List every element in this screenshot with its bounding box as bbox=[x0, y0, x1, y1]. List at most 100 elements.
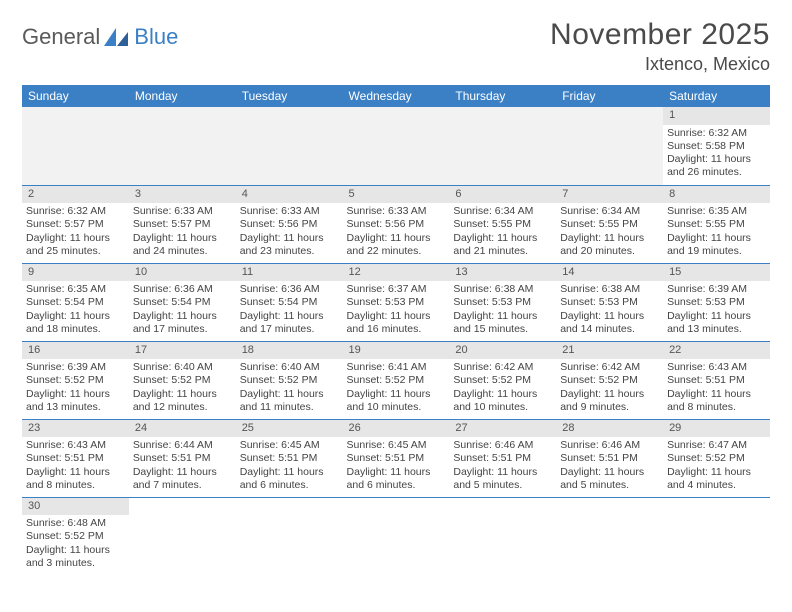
day-number: 24 bbox=[129, 420, 236, 438]
calendar-day-cell: 11Sunrise: 6:36 AMSunset: 5:54 PMDayligh… bbox=[236, 263, 343, 341]
daylight-text: Daylight: 11 hours and 13 minutes. bbox=[26, 388, 125, 414]
sunrise-text: Sunrise: 6:35 AM bbox=[26, 283, 125, 296]
daylight-text: Daylight: 11 hours and 8 minutes. bbox=[667, 388, 766, 414]
calendar-day-cell: 2Sunrise: 6:32 AMSunset: 5:57 PMDaylight… bbox=[22, 185, 129, 263]
calendar-day-cell bbox=[343, 107, 450, 185]
sunset-text: Sunset: 5:55 PM bbox=[453, 218, 552, 231]
daylight-text: Daylight: 11 hours and 19 minutes. bbox=[667, 232, 766, 258]
sunrise-text: Sunrise: 6:45 AM bbox=[240, 439, 339, 452]
day-details: Sunrise: 6:33 AMSunset: 5:57 PMDaylight:… bbox=[129, 203, 236, 262]
calendar-day-cell bbox=[22, 107, 129, 185]
sunrise-text: Sunrise: 6:48 AM bbox=[26, 517, 125, 530]
sunrise-text: Sunrise: 6:42 AM bbox=[453, 361, 552, 374]
daylight-text: Daylight: 11 hours and 23 minutes. bbox=[240, 232, 339, 258]
sunset-text: Sunset: 5:52 PM bbox=[240, 374, 339, 387]
day-number: 12 bbox=[343, 264, 450, 282]
calendar-day-cell bbox=[236, 107, 343, 185]
day-details: Sunrise: 6:34 AMSunset: 5:55 PMDaylight:… bbox=[449, 203, 556, 262]
sunset-text: Sunset: 5:51 PM bbox=[240, 452, 339, 465]
calendar-week-row: 1Sunrise: 6:32 AMSunset: 5:58 PMDaylight… bbox=[22, 107, 770, 185]
day-number: 21 bbox=[556, 342, 663, 360]
sunset-text: Sunset: 5:54 PM bbox=[133, 296, 232, 309]
sunrise-text: Sunrise: 6:36 AM bbox=[133, 283, 232, 296]
sunset-text: Sunset: 5:56 PM bbox=[240, 218, 339, 231]
calendar-week-row: 2Sunrise: 6:32 AMSunset: 5:57 PMDaylight… bbox=[22, 185, 770, 263]
day-details: Sunrise: 6:34 AMSunset: 5:55 PMDaylight:… bbox=[556, 203, 663, 262]
calendar-day-cell: 14Sunrise: 6:38 AMSunset: 5:53 PMDayligh… bbox=[556, 263, 663, 341]
calendar-day-cell: 24Sunrise: 6:44 AMSunset: 5:51 PMDayligh… bbox=[129, 419, 236, 497]
day-number: 2 bbox=[22, 186, 129, 204]
sunset-text: Sunset: 5:57 PM bbox=[133, 218, 232, 231]
sunrise-text: Sunrise: 6:33 AM bbox=[133, 205, 232, 218]
daylight-text: Daylight: 11 hours and 22 minutes. bbox=[347, 232, 446, 258]
day-details: Sunrise: 6:33 AMSunset: 5:56 PMDaylight:… bbox=[343, 203, 450, 262]
day-number: 4 bbox=[236, 186, 343, 204]
calendar-day-cell: 1Sunrise: 6:32 AMSunset: 5:58 PMDaylight… bbox=[663, 107, 770, 185]
calendar-day-cell bbox=[556, 497, 663, 575]
calendar-day-cell: 23Sunrise: 6:43 AMSunset: 5:51 PMDayligh… bbox=[22, 419, 129, 497]
day-details: Sunrise: 6:37 AMSunset: 5:53 PMDaylight:… bbox=[343, 281, 450, 340]
sunset-text: Sunset: 5:51 PM bbox=[667, 374, 766, 387]
sunrise-text: Sunrise: 6:40 AM bbox=[240, 361, 339, 374]
day-number: 28 bbox=[556, 420, 663, 438]
daylight-text: Daylight: 11 hours and 4 minutes. bbox=[667, 466, 766, 492]
day-number: 5 bbox=[343, 186, 450, 204]
calendar-day-cell: 27Sunrise: 6:46 AMSunset: 5:51 PMDayligh… bbox=[449, 419, 556, 497]
brand-part1: General bbox=[22, 24, 100, 50]
day-details: Sunrise: 6:38 AMSunset: 5:53 PMDaylight:… bbox=[449, 281, 556, 340]
daylight-text: Daylight: 11 hours and 26 minutes. bbox=[667, 153, 766, 179]
day-number: 17 bbox=[129, 342, 236, 360]
daylight-text: Daylight: 11 hours and 14 minutes. bbox=[560, 310, 659, 336]
day-number: 29 bbox=[663, 420, 770, 438]
sunrise-text: Sunrise: 6:36 AM bbox=[240, 283, 339, 296]
day-details: Sunrise: 6:48 AMSunset: 5:52 PMDaylight:… bbox=[22, 515, 129, 574]
day-details: Sunrise: 6:32 AMSunset: 5:58 PMDaylight:… bbox=[663, 125, 770, 184]
sunset-text: Sunset: 5:51 PM bbox=[26, 452, 125, 465]
sunrise-text: Sunrise: 6:37 AM bbox=[347, 283, 446, 296]
day-number: 11 bbox=[236, 264, 343, 282]
day-details: Sunrise: 6:43 AMSunset: 5:51 PMDaylight:… bbox=[22, 437, 129, 496]
daylight-text: Daylight: 11 hours and 16 minutes. bbox=[347, 310, 446, 336]
calendar-day-cell: 9Sunrise: 6:35 AMSunset: 5:54 PMDaylight… bbox=[22, 263, 129, 341]
calendar-day-cell: 4Sunrise: 6:33 AMSunset: 5:56 PMDaylight… bbox=[236, 185, 343, 263]
day-number: 19 bbox=[343, 342, 450, 360]
daylight-text: Daylight: 11 hours and 11 minutes. bbox=[240, 388, 339, 414]
sunset-text: Sunset: 5:52 PM bbox=[26, 374, 125, 387]
sunrise-text: Sunrise: 6:33 AM bbox=[347, 205, 446, 218]
day-number: 30 bbox=[22, 498, 129, 516]
daylight-text: Daylight: 11 hours and 5 minutes. bbox=[453, 466, 552, 492]
daylight-text: Daylight: 11 hours and 3 minutes. bbox=[26, 544, 125, 570]
sunset-text: Sunset: 5:53 PM bbox=[667, 296, 766, 309]
weekday-header: Monday bbox=[129, 85, 236, 107]
daylight-text: Daylight: 11 hours and 17 minutes. bbox=[133, 310, 232, 336]
weekday-header: Thursday bbox=[449, 85, 556, 107]
day-details: Sunrise: 6:42 AMSunset: 5:52 PMDaylight:… bbox=[449, 359, 556, 418]
calendar-day-cell: 25Sunrise: 6:45 AMSunset: 5:51 PMDayligh… bbox=[236, 419, 343, 497]
month-title: November 2025 bbox=[550, 18, 770, 52]
daylight-text: Daylight: 11 hours and 20 minutes. bbox=[560, 232, 659, 258]
sunrise-text: Sunrise: 6:45 AM bbox=[347, 439, 446, 452]
day-details: Sunrise: 6:39 AMSunset: 5:52 PMDaylight:… bbox=[22, 359, 129, 418]
sunset-text: Sunset: 5:51 PM bbox=[347, 452, 446, 465]
day-number: 26 bbox=[343, 420, 450, 438]
calendar-table: Sunday Monday Tuesday Wednesday Thursday… bbox=[22, 85, 770, 575]
daylight-text: Daylight: 11 hours and 6 minutes. bbox=[240, 466, 339, 492]
sunset-text: Sunset: 5:52 PM bbox=[453, 374, 552, 387]
sunset-text: Sunset: 5:54 PM bbox=[26, 296, 125, 309]
title-block: November 2025 Ixtenco, Mexico bbox=[550, 18, 770, 75]
sunrise-text: Sunrise: 6:40 AM bbox=[133, 361, 232, 374]
sunrise-text: Sunrise: 6:32 AM bbox=[667, 127, 766, 140]
weekday-header: Wednesday bbox=[343, 85, 450, 107]
sunset-text: Sunset: 5:55 PM bbox=[560, 218, 659, 231]
day-details: Sunrise: 6:35 AMSunset: 5:54 PMDaylight:… bbox=[22, 281, 129, 340]
calendar-week-row: 23Sunrise: 6:43 AMSunset: 5:51 PMDayligh… bbox=[22, 419, 770, 497]
calendar-day-cell bbox=[236, 497, 343, 575]
sunset-text: Sunset: 5:51 PM bbox=[133, 452, 232, 465]
day-details: Sunrise: 6:41 AMSunset: 5:52 PMDaylight:… bbox=[343, 359, 450, 418]
day-details: Sunrise: 6:46 AMSunset: 5:51 PMDaylight:… bbox=[449, 437, 556, 496]
calendar-day-cell bbox=[663, 497, 770, 575]
sunset-text: Sunset: 5:52 PM bbox=[667, 452, 766, 465]
day-details: Sunrise: 6:47 AMSunset: 5:52 PMDaylight:… bbox=[663, 437, 770, 496]
calendar-day-cell: 26Sunrise: 6:45 AMSunset: 5:51 PMDayligh… bbox=[343, 419, 450, 497]
day-number: 1 bbox=[663, 107, 770, 125]
